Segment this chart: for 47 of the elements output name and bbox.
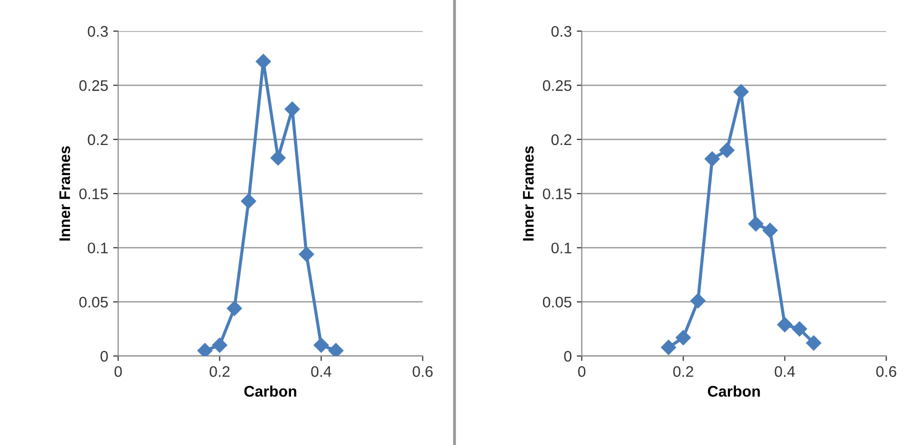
x-axis-title: Carbon bbox=[708, 386, 760, 397]
y-axis-title: Inner Frames bbox=[523, 146, 534, 241]
point bbox=[298, 246, 314, 262]
y-axis-title: Inner Frames bbox=[59, 146, 70, 241]
point bbox=[212, 338, 228, 353]
y-tick-label: 0.3 bbox=[88, 26, 108, 37]
y-tick-label: 0 bbox=[564, 350, 572, 362]
point bbox=[762, 222, 778, 238]
point bbox=[314, 338, 329, 353]
point bbox=[284, 102, 300, 117]
y-tick-label: 0.25 bbox=[542, 80, 572, 91]
x-axis-title: Carbon bbox=[244, 386, 296, 397]
point bbox=[256, 54, 271, 70]
y-tick-label: 0.1 bbox=[88, 242, 108, 254]
x-tick-label: 0.4 bbox=[774, 366, 795, 377]
point bbox=[748, 216, 764, 232]
y-tick-label: 0.05 bbox=[79, 296, 108, 308]
point bbox=[270, 150, 286, 166]
y-tick-label: 0.25 bbox=[79, 80, 108, 91]
point bbox=[690, 293, 706, 308]
x-tick-label: 0.2 bbox=[210, 366, 230, 377]
point bbox=[792, 321, 808, 336]
y-tick-label: 0.1 bbox=[551, 242, 572, 254]
point bbox=[226, 300, 242, 316]
x-tick-label: 0.6 bbox=[412, 366, 433, 377]
point bbox=[806, 335, 822, 351]
point bbox=[676, 330, 691, 346]
point bbox=[719, 142, 734, 158]
point bbox=[777, 317, 792, 332]
y-tick-label: 0.2 bbox=[551, 134, 572, 146]
y-tick-label: 0 bbox=[100, 350, 108, 362]
y-tick-label: 0.15 bbox=[542, 188, 572, 200]
point bbox=[734, 84, 749, 100]
point bbox=[704, 151, 720, 166]
point bbox=[241, 194, 256, 209]
y-tick-label: 0.15 bbox=[79, 188, 108, 200]
point bbox=[328, 343, 344, 356]
x-tick-label: 0 bbox=[114, 366, 122, 377]
point bbox=[660, 340, 676, 355]
x-tick-label: 0.2 bbox=[673, 366, 694, 377]
point bbox=[197, 343, 213, 356]
y-tick-label: 0.2 bbox=[88, 134, 108, 146]
x-tick-label: 0 bbox=[578, 366, 586, 377]
y-tick-label: 0.3 bbox=[551, 26, 572, 37]
x-tick-label: 0.4 bbox=[311, 366, 332, 377]
y-tick-label: 0.05 bbox=[542, 296, 572, 308]
x-tick-label: 0.6 bbox=[876, 366, 896, 377]
